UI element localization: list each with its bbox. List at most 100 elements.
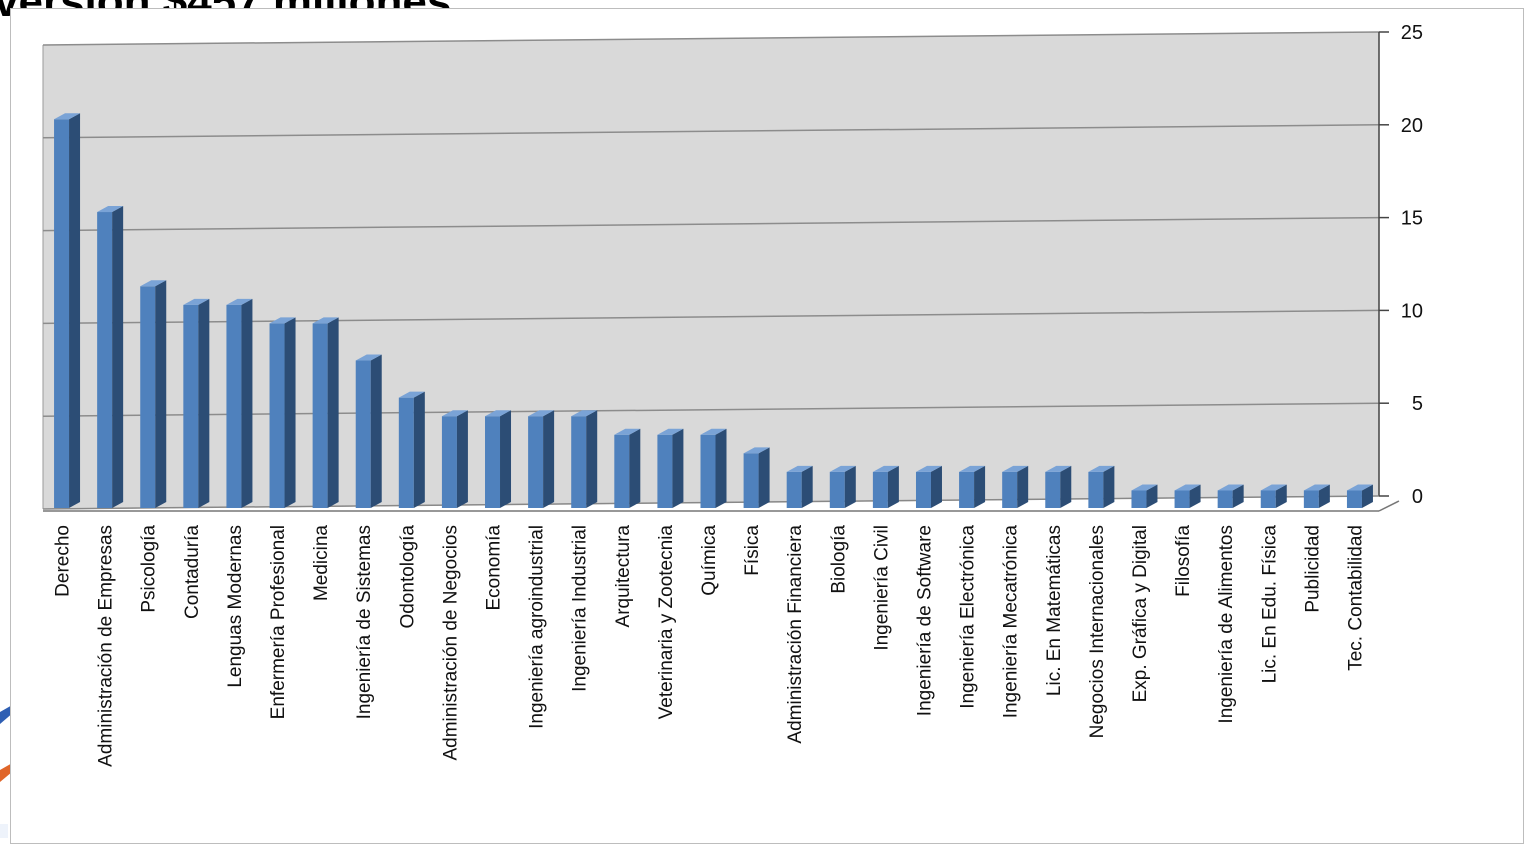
x-tick-label: Ingeniería Electrónica (958, 525, 979, 709)
bar-top (1131, 484, 1158, 491)
bar-side (456, 410, 468, 508)
bar (700, 434, 716, 508)
y-tick-label: 25 (1401, 22, 1423, 44)
bar (657, 434, 673, 508)
bar-top (959, 465, 986, 472)
bar-top (1088, 465, 1115, 472)
x-tick-label: Química (699, 525, 720, 596)
bar (485, 416, 501, 508)
bar-side (672, 428, 684, 508)
bar (571, 416, 587, 508)
bar-side (284, 317, 296, 508)
bar-side (327, 317, 339, 508)
bar-side (413, 391, 425, 508)
bar (1174, 490, 1190, 508)
x-tick-label: Veterinaria y Zootecnia (656, 525, 677, 720)
bar-side (1361, 484, 1373, 508)
bar-side (844, 465, 856, 508)
x-tick-label: Lenguas Modernas (225, 525, 246, 688)
bar-side (112, 206, 124, 509)
x-tick-label: Ingeniería Civil (871, 525, 892, 651)
bar (54, 119, 70, 509)
x-tick-label: Economía (484, 525, 505, 611)
bar (269, 323, 285, 508)
bar-side (543, 410, 555, 508)
bar (226, 304, 242, 508)
y-tick-label: 0 (1412, 486, 1423, 508)
chart-frame: 0 5 10 15 20 25 Derecho Administración de Empre… (10, 8, 1524, 844)
bar-side (241, 298, 253, 508)
x-tick-label: Ingeniería agroindustrial (527, 525, 548, 729)
bar (786, 471, 802, 508)
bar (441, 416, 457, 508)
bar-side (155, 280, 167, 508)
bar (1002, 471, 1018, 508)
bar (528, 416, 544, 508)
bar-side (887, 465, 899, 508)
bar-side (1189, 484, 1201, 508)
bar (355, 360, 371, 508)
x-tick-label: Administración de Empresas (96, 525, 117, 767)
y-tick-label: 15 (1401, 208, 1423, 230)
bar-top (1217, 484, 1244, 491)
x-tick-label: Ingeniería Industrial (570, 525, 591, 692)
bar (1045, 471, 1061, 508)
x-tick-label: Biología (828, 525, 849, 594)
bar-top (1346, 484, 1373, 491)
bar-top (1303, 484, 1330, 491)
x-tick-label: Administración de Negocios (440, 525, 461, 761)
bar-side (586, 410, 598, 508)
x-tick-label: Filosofía (1173, 525, 1194, 597)
x-tick-label: Ingeniería de Alimentos (1216, 525, 1237, 724)
bar-top (398, 391, 425, 398)
gridline (42, 124, 1380, 139)
bar-top (355, 354, 382, 361)
x-tick-label: Física (742, 525, 763, 576)
bar-side (715, 428, 727, 508)
bar (1260, 490, 1276, 508)
x-tick-label: Contaduría (182, 525, 203, 619)
bar-side (629, 428, 641, 508)
bar-top (1260, 484, 1287, 491)
bar-side (370, 354, 382, 508)
x-tick-label: Tec. Contabilidad (1345, 525, 1366, 671)
bar (872, 471, 888, 508)
bar (1346, 490, 1362, 508)
bar (183, 304, 199, 508)
bar (1088, 471, 1104, 508)
x-tick-label: Derecho (53, 525, 74, 597)
bar (140, 286, 156, 508)
y-tick-label: 20 (1401, 115, 1423, 137)
bar-top (1174, 484, 1201, 491)
x-tick-label: Psicología (139, 525, 160, 613)
bar (829, 471, 845, 508)
bar-side (1146, 484, 1158, 508)
bar-top (140, 280, 167, 287)
x-tick-label: Odontología (397, 525, 418, 629)
bar-top (1045, 465, 1072, 472)
bar-side (1103, 465, 1115, 508)
bar-side (1318, 484, 1330, 508)
bar-side (69, 113, 81, 509)
bar-top (657, 428, 684, 435)
bar-side (1017, 465, 1029, 508)
x-tick-label: Medicina (311, 525, 332, 601)
bar (398, 397, 414, 508)
bar-top (485, 410, 512, 417)
bar-top (226, 298, 253, 305)
bar (312, 323, 328, 508)
gridline (42, 216, 1380, 232)
x-tick-label: Negocios Internacionales (1087, 525, 1108, 738)
bar (1131, 490, 1147, 508)
bar-top (441, 410, 468, 417)
bar (614, 434, 630, 508)
bar (97, 212, 113, 509)
gridline (42, 402, 1380, 417)
bar-side (1275, 484, 1287, 508)
bar-top (54, 113, 81, 120)
bar-top (312, 317, 339, 324)
x-tick-label: Lic. En Matemáticas (1044, 525, 1065, 696)
bar (743, 453, 759, 508)
x-tick-label: Arquitectura (613, 525, 634, 628)
bar-side (1060, 465, 1072, 508)
